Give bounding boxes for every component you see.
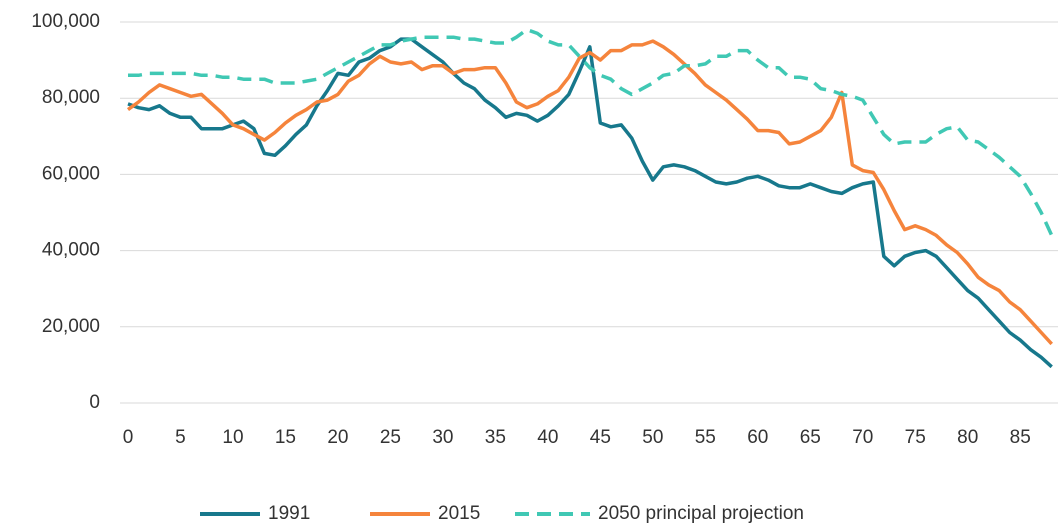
x-tick-label: 35 [485,427,506,448]
x-tick-label: 10 [222,427,243,448]
x-tick-label: 0 [123,427,134,448]
x-tick-label: 45 [590,427,611,448]
x-tick-label: 75 [905,427,926,448]
x-tick-label: 70 [852,427,873,448]
x-tick-label: 30 [432,427,453,448]
x-tick-label: 60 [747,427,768,448]
x-tick-label: 55 [695,427,716,448]
y-tick-label: 80,000 [42,87,100,108]
x-tick-label: 80 [957,427,978,448]
legend-label: 2050 principal projection [598,503,804,524]
y-tick-label: 40,000 [42,240,100,261]
y-tick-label: 100,000 [31,11,100,32]
legend-label: 1991 [268,503,310,524]
x-tick-label: 50 [642,427,663,448]
x-tick-label: 25 [380,427,401,448]
x-tick-label: 15 [275,427,296,448]
y-tick-label: 60,000 [42,163,100,184]
series-line [126,39,1053,346]
y-tick-label: 0 [89,392,100,413]
x-tick-label: 65 [800,427,821,448]
x-tick-label: 40 [537,427,558,448]
x-tick-label: 5 [175,427,186,448]
y-tick-label: 20,000 [42,316,100,337]
series-line [127,37,1053,369]
x-tick-label: 20 [327,427,348,448]
series-line [128,27,1054,237]
legend-label: 2015 [438,503,480,524]
x-tick-label: 85 [1010,427,1031,448]
